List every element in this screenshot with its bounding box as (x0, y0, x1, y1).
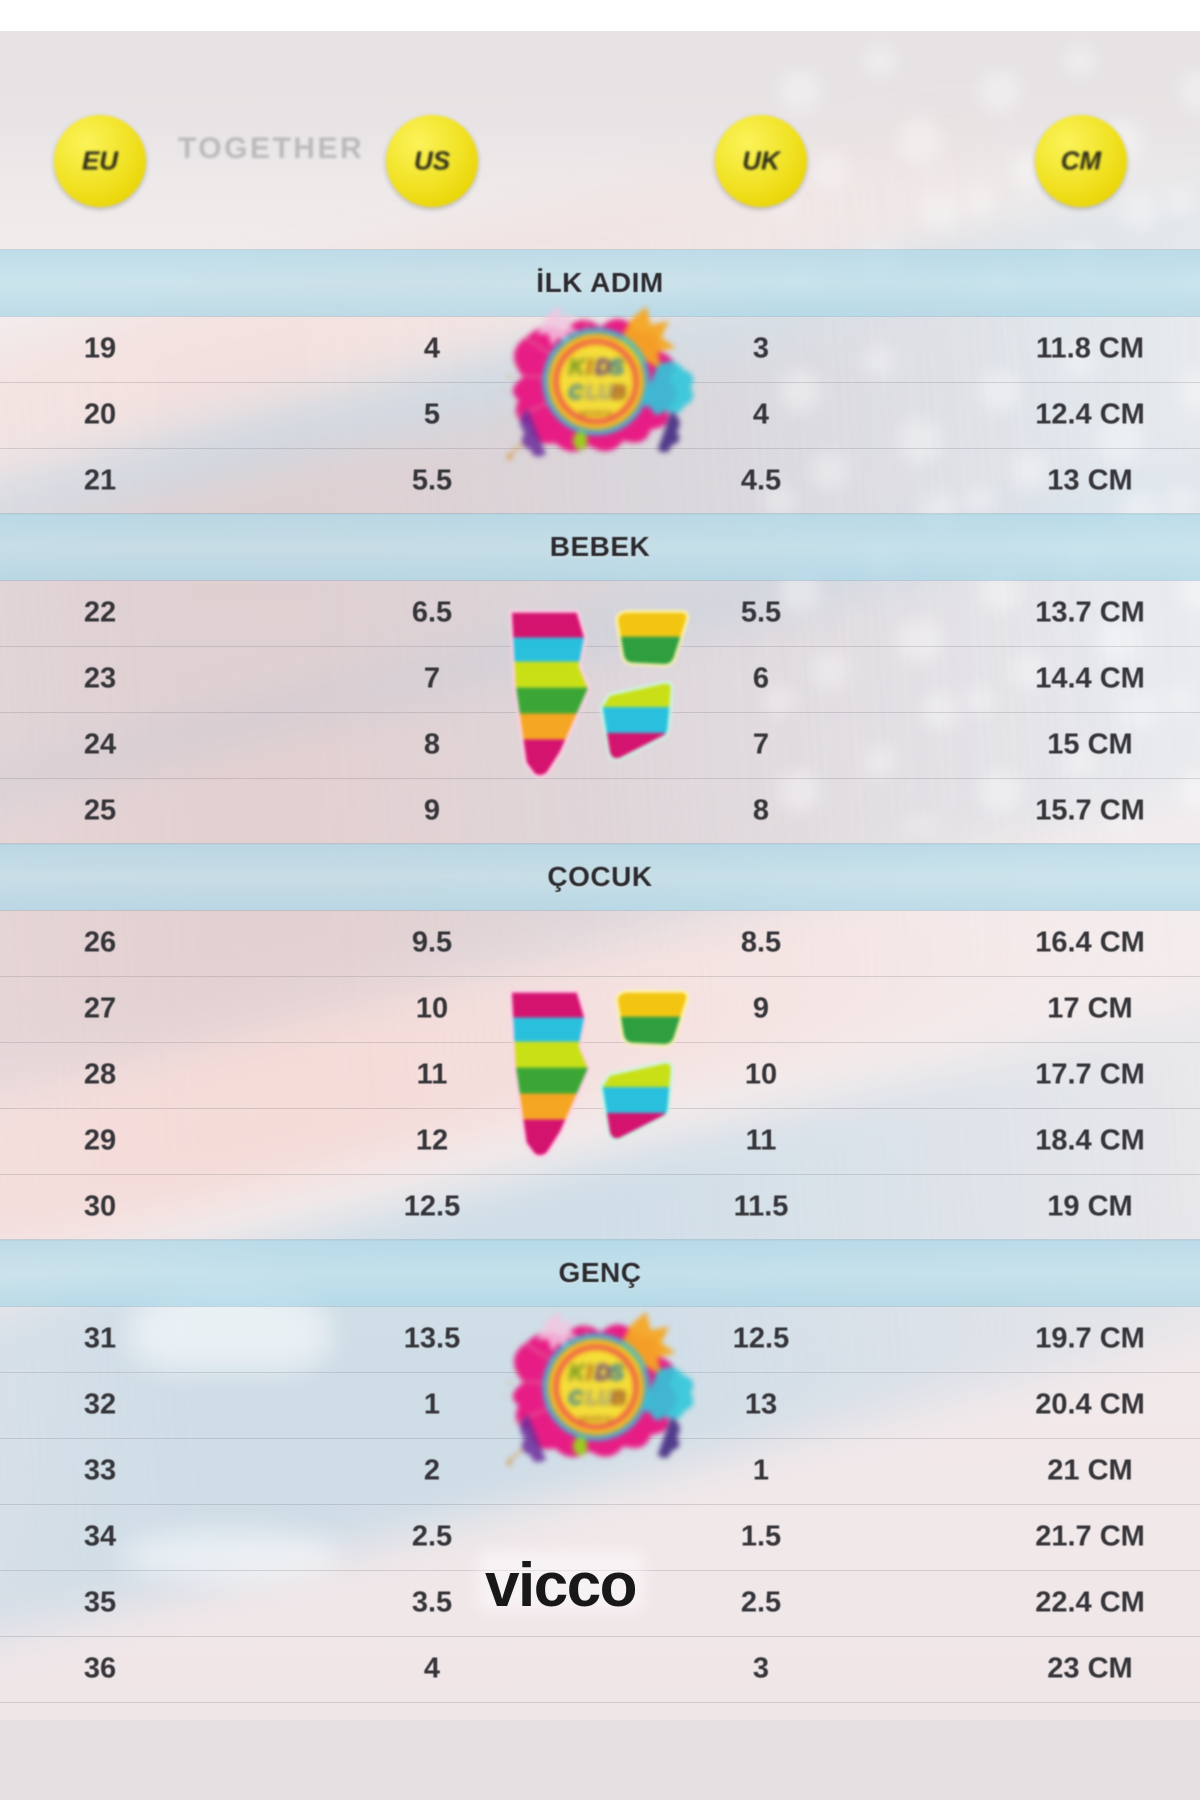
svg-text:K: K (569, 1360, 587, 1385)
svg-text:I: I (586, 355, 593, 380)
svg-text:SPORTS: SPORTS (579, 1416, 613, 1423)
svg-text:S: S (609, 1360, 624, 1385)
svg-text:S: S (609, 355, 624, 380)
svg-text:U: U (598, 382, 613, 404)
svg-text:D: D (595, 1360, 611, 1385)
svg-text:C: C (568, 382, 583, 404)
svg-text:L: L (585, 382, 597, 404)
svg-text:L: L (585, 1387, 597, 1409)
svg-text:SPORTS: SPORTS (579, 411, 613, 418)
svg-text:B: B (612, 1387, 626, 1409)
svg-text:D: D (595, 355, 611, 380)
svg-text:B: B (612, 382, 626, 404)
svg-text:I: I (586, 1360, 593, 1385)
svg-text:C: C (568, 1387, 583, 1409)
svg-text:K: K (569, 355, 587, 380)
svg-text:U: U (598, 1387, 613, 1409)
